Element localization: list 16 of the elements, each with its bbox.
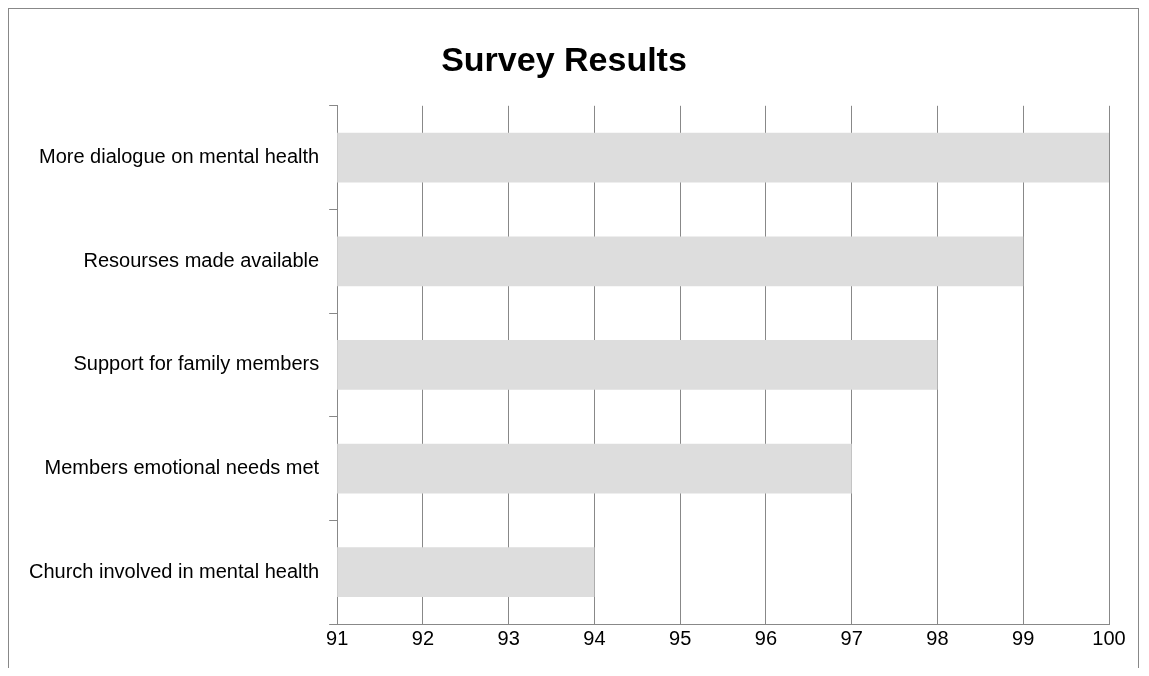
- y-tick-label: Support for family members: [73, 352, 320, 375]
- x-tick-label: 92: [411, 626, 435, 649]
- x-tick-label: 96: [754, 626, 778, 649]
- x-tick-label: 94: [583, 626, 606, 649]
- y-tick-label: More dialogue on mental health: [38, 145, 320, 168]
- x-tick-label: 97: [840, 626, 863, 649]
- x-tick-label: 98: [926, 626, 949, 649]
- x-tick-label: 99: [1012, 626, 1035, 649]
- y-tick-label: Resourses made available: [83, 248, 320, 271]
- x-tick-label: 93: [497, 626, 520, 649]
- x-tick-label: 100: [1092, 626, 1126, 649]
- y-tick-label: Church involved in mental health: [28, 559, 320, 582]
- chart-title: Survey Results: [441, 39, 687, 78]
- x-tick-label: 95: [669, 626, 692, 649]
- y-tick-label: Members emotional needs met: [44, 456, 320, 479]
- x-tick-label: 91: [326, 626, 349, 649]
